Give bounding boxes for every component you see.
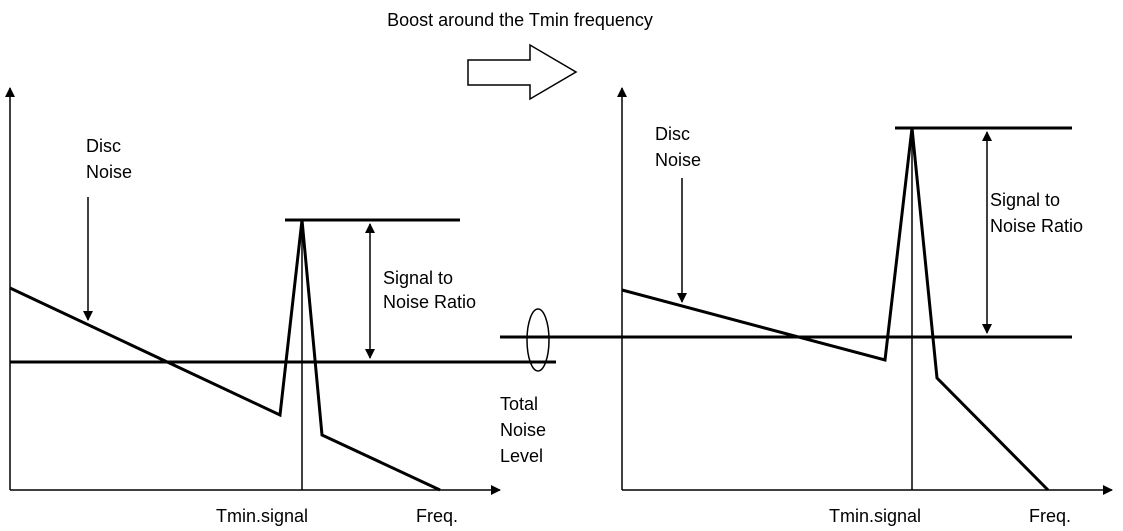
label: Noise <box>500 420 546 440</box>
label: Disc <box>655 124 690 144</box>
title: Boost around the Tmin frequency <box>387 10 653 30</box>
label: Disc <box>86 136 121 156</box>
label: Noise <box>86 162 132 182</box>
label: Tmin.signal <box>829 506 921 526</box>
total-noise: Total Noise Level <box>500 308 550 466</box>
label: Level <box>500 446 543 466</box>
label: Signal to <box>990 190 1060 210</box>
left-panel: Disc Noise Signal to Noise Ratio Tmin.si… <box>4 87 556 526</box>
ellipse <box>526 308 550 372</box>
label: Noise Ratio <box>990 216 1083 236</box>
label: Signal to <box>383 268 453 288</box>
label: Total <box>500 394 538 414</box>
noise-curve <box>621 127 1050 492</box>
label: Tmin.signal <box>216 506 308 526</box>
right-panel: Disc Noise Signal to Noise Ratio Tmin.si… <box>500 87 1113 526</box>
label: Noise Ratio <box>383 292 476 312</box>
transform-arrow <box>467 43 578 101</box>
label: Freq. <box>1029 506 1071 526</box>
label: Noise <box>655 150 701 170</box>
label: Freq. <box>416 506 458 526</box>
noise-curve <box>9 219 441 492</box>
